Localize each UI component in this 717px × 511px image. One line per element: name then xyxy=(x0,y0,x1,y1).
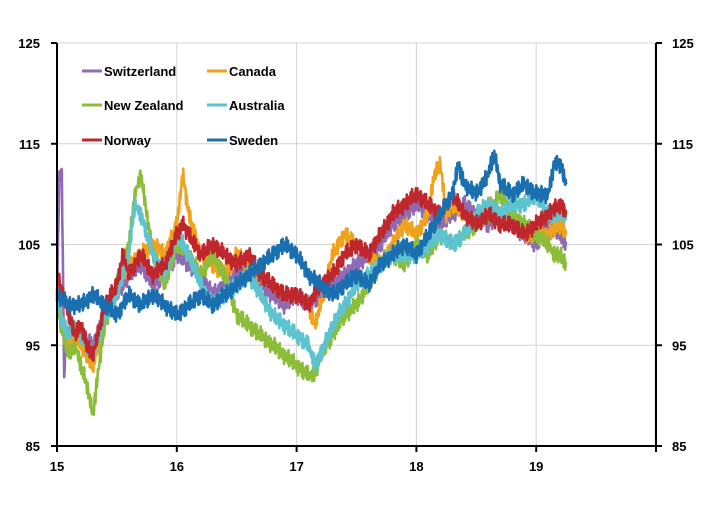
legend-label-canada: Canada xyxy=(229,64,277,79)
y-tick-label-right: 115 xyxy=(672,137,693,152)
series-line-australia xyxy=(55,188,568,374)
series-line-norway xyxy=(55,186,568,363)
legend-label-switzerland: Switzerland xyxy=(104,64,176,79)
y-tick-label-right: 95 xyxy=(672,338,686,353)
series-lines xyxy=(55,149,568,417)
y-tick-label-left: 115 xyxy=(19,137,40,152)
y-tick-label-left: 125 xyxy=(18,36,40,51)
legend-label-sweden: Sweden xyxy=(229,133,278,148)
x-tick-label: 19 xyxy=(529,459,543,474)
legend-label-new-zealand: New Zealand xyxy=(104,98,184,113)
y-tick-label-right: 125 xyxy=(672,36,694,51)
x-tick-label: 17 xyxy=(289,459,303,474)
x-tick-label: 15 xyxy=(50,459,64,474)
y-tick-label-left: 95 xyxy=(26,338,40,353)
legend: Switzerland Canada New Zealand Australia Nor… xyxy=(82,64,285,148)
legend-label-norway: Norway xyxy=(104,133,152,148)
x-tick-label: 18 xyxy=(409,459,423,474)
series-line-sweden xyxy=(55,149,568,323)
tick-labels: 85 85 95 95 105 105 115 115 125 125 15 16 17 18 19 xyxy=(18,36,693,474)
y-tick-label-left: 105 xyxy=(18,238,40,253)
y-tick-label-left: 85 xyxy=(26,439,40,454)
legend-label-australia: Australia xyxy=(229,98,285,113)
x-tick-label: 16 xyxy=(170,459,184,474)
y-tick-label-right: 105 xyxy=(672,238,694,253)
axes xyxy=(51,42,662,452)
y-tick-label-right: 85 xyxy=(672,439,686,454)
